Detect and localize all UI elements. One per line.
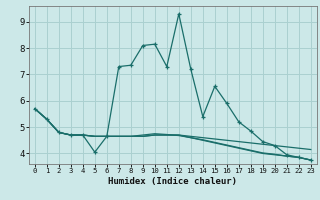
X-axis label: Humidex (Indice chaleur): Humidex (Indice chaleur) xyxy=(108,177,237,186)
